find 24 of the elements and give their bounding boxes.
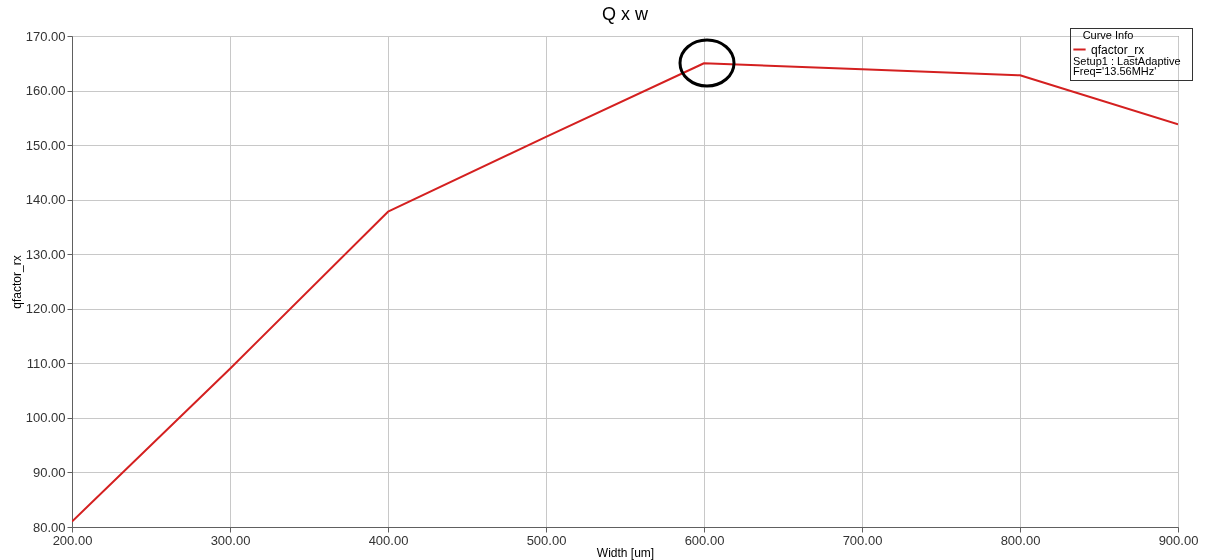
annotation: Setup1 : LastAdaptive [1073,55,1181,67]
x-tick-label: 800.00 [1000,532,1041,548]
y-tick-label: 170.00 [25,28,66,44]
x-tick-label: 400.00 [368,532,409,548]
legend-title: Curve Info [1082,29,1134,41]
x-tick-label: 200.00 [52,532,93,548]
x-tick-label: 300.00 [210,532,251,548]
y-tick-label: 100.00 [25,410,66,426]
x-tick-label: 500.00 [526,532,567,548]
y-tick-label: 80.00 [32,519,66,535]
y-tick-label: 140.00 [25,192,66,208]
y-axis-title: qfactor_rx [9,255,24,309]
x-tick-label: 600.00 [684,532,725,548]
y-tick-label: 160.00 [25,83,66,99]
y-tick-label: 90.00 [32,464,66,480]
x-tick-label: 900.00 [1158,532,1199,548]
x-tick-label: 700.00 [842,532,883,548]
y-tick-label: 150.00 [25,137,66,153]
chart-title: Q x w [601,4,649,24]
y-tick-label: 120.00 [25,301,66,317]
x-axis-title: Width [um] [596,545,655,560]
y-tick-label: 130.00 [25,246,66,262]
y-tick-label: 110.00 [26,355,66,371]
legend-label: qfactor_rx [1091,42,1145,57]
